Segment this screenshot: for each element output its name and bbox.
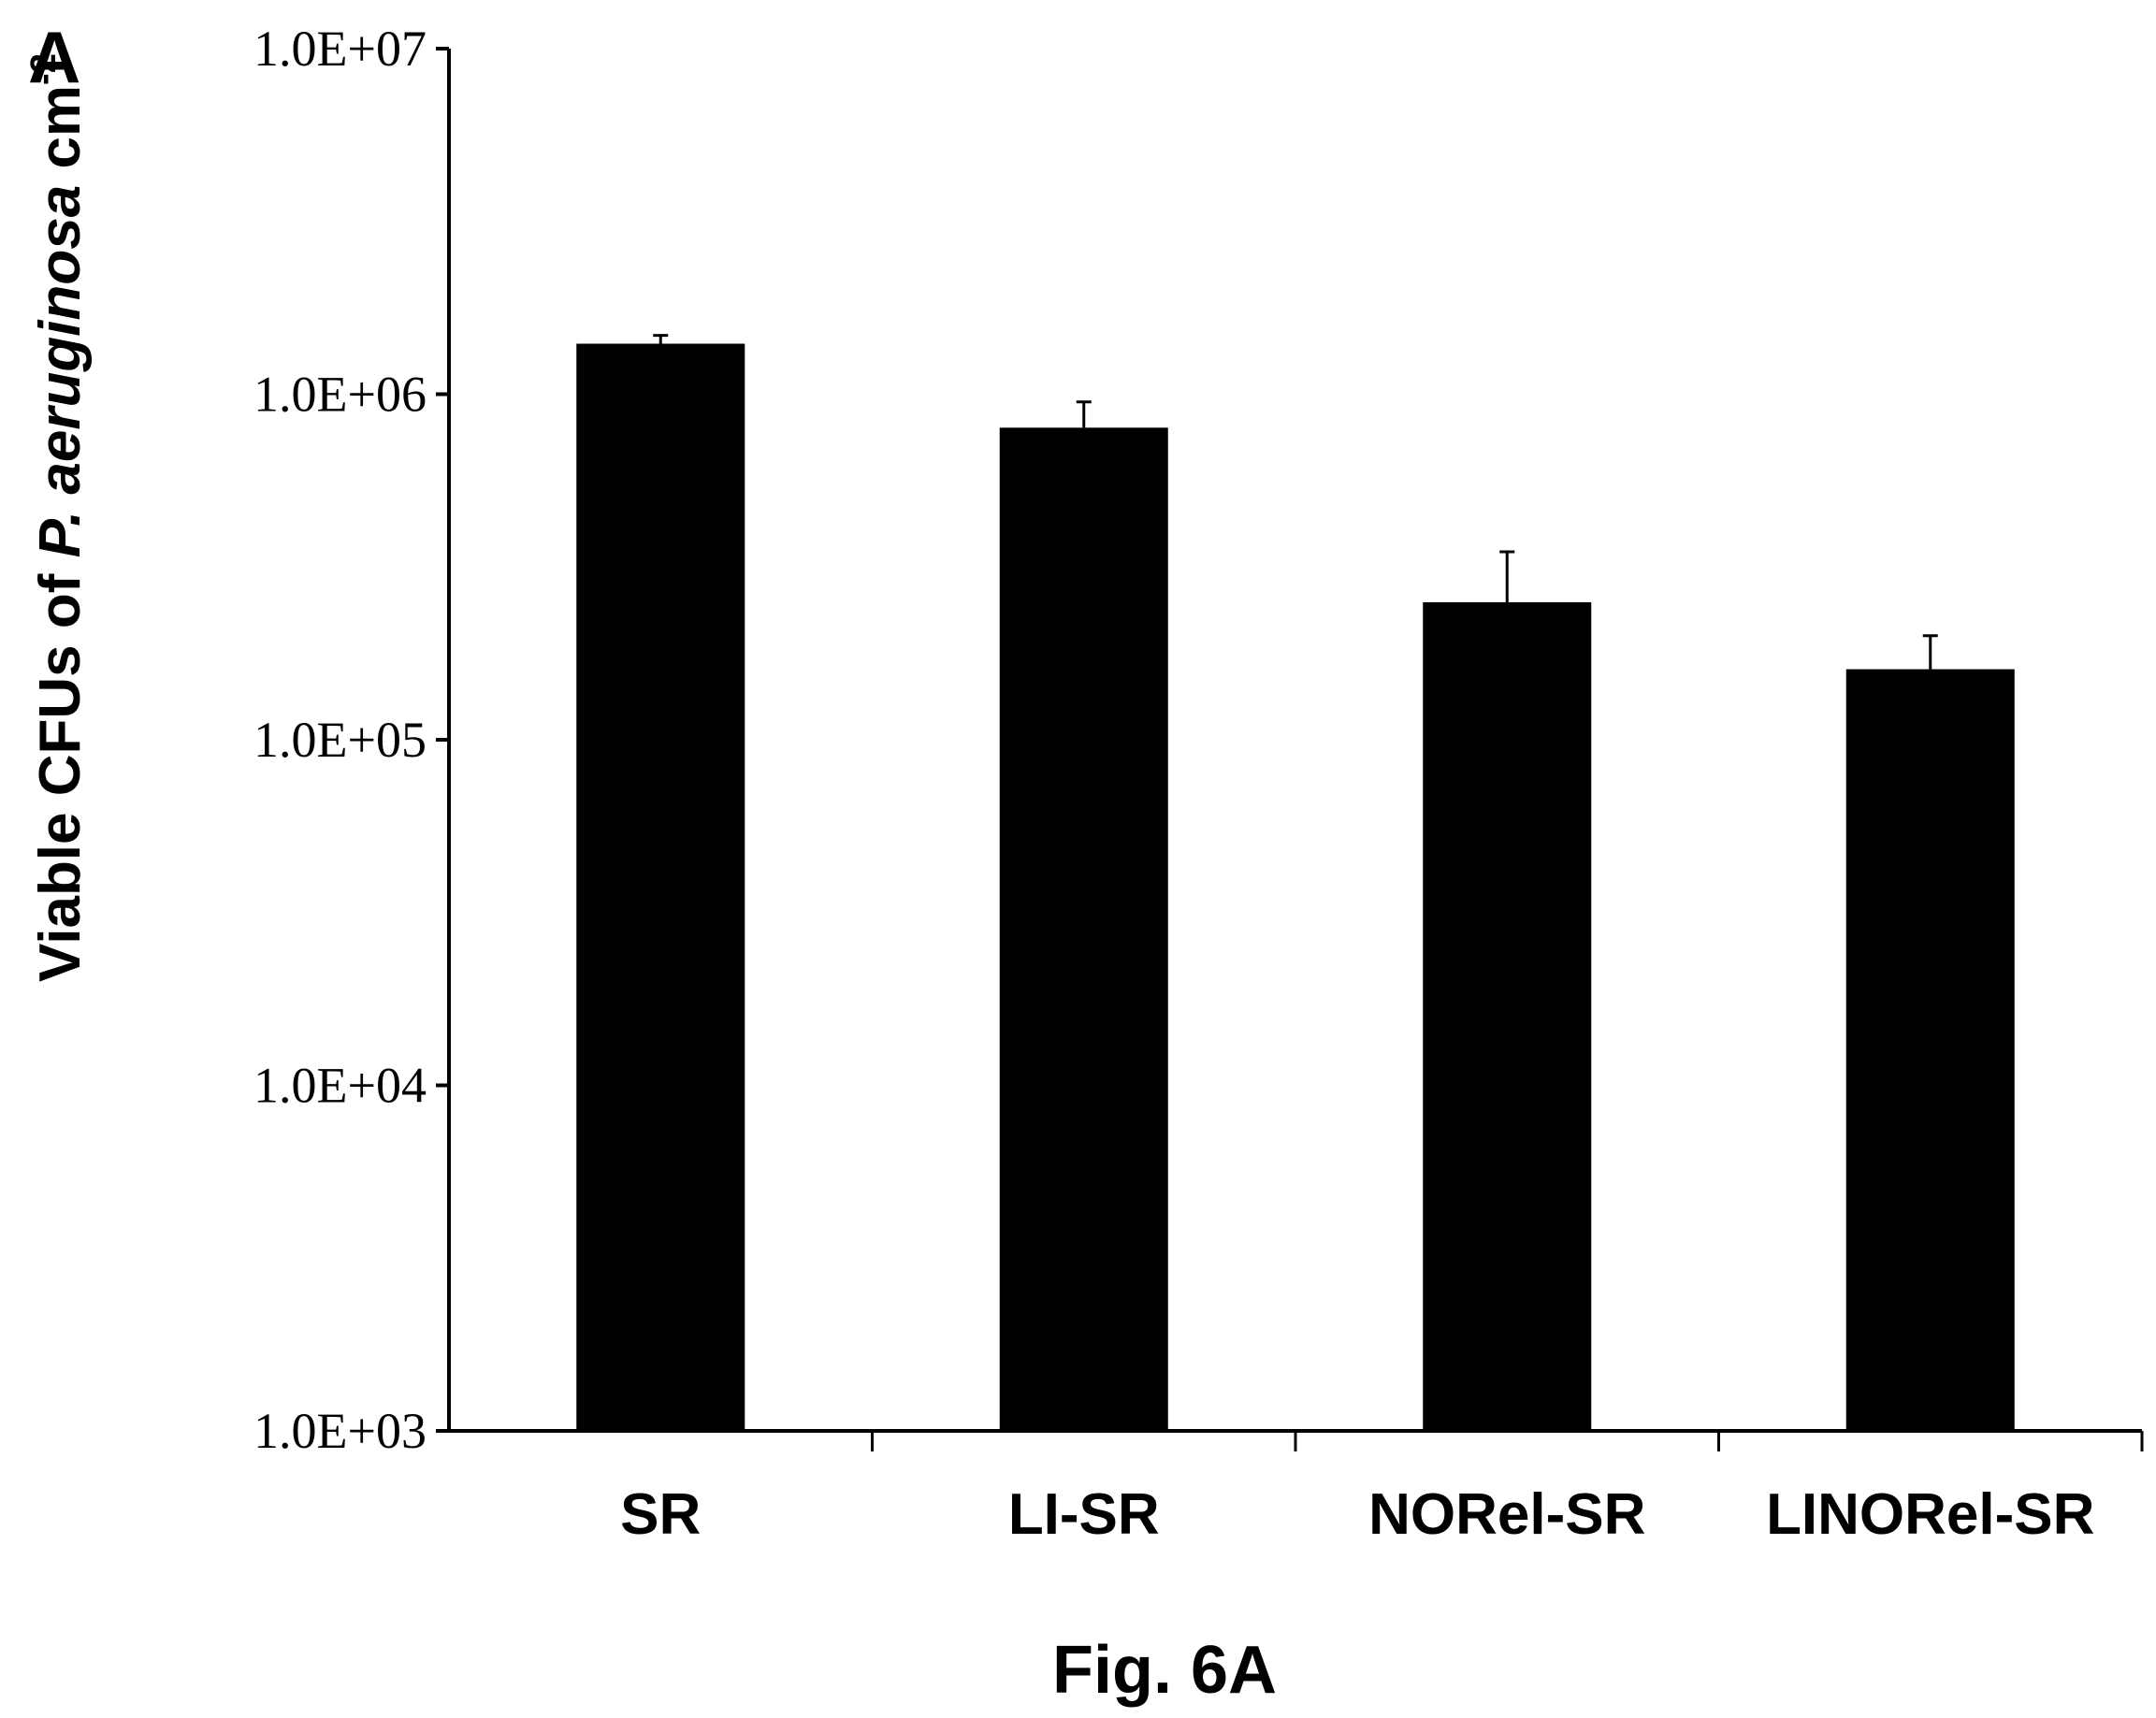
bar-NORel-SR	[1423, 601, 1592, 1431]
y-axis-title-suffix: cm	[28, 85, 93, 185]
x-tick-label: LI-SR	[1008, 1482, 1160, 1547]
y-axis-title-italic: P. aeruginosa	[28, 185, 93, 558]
labels-layer: 1.0E+03 1.0E+04 1.0E+05 1.0E+06 1.0E+07 SR LI-…	[253, 21, 2094, 1547]
bars-layer	[576, 334, 2015, 1432]
y-tick-label: 1.0E+07	[253, 21, 427, 77]
axes-layer	[436, 47, 2144, 1451]
y-tick-label: 1.0E+04	[253, 1058, 427, 1114]
figure-caption: Fig. 6A	[1052, 1633, 1277, 1708]
x-tick-label: NORel-SR	[1368, 1482, 1645, 1547]
x-tick-label: LINORel-SR	[1766, 1482, 2094, 1547]
panel-label: A	[28, 16, 80, 98]
y-axis-title-prefix: Viable CFUs of	[28, 557, 93, 982]
y-tick-label: 1.0E+03	[253, 1403, 427, 1459]
y-axis-title-superscript: -2	[24, 53, 64, 85]
y-tick-label: 1.0E+05	[253, 712, 427, 768]
bar-LINORel-SR	[1845, 669, 2015, 1431]
x-tick-label: SR	[620, 1482, 701, 1547]
y-axis-title: Viable CFUs of P. aeruginosa cm-2	[24, 53, 93, 982]
bar-SR	[576, 343, 745, 1432]
y-tick-label: 1.0E+06	[253, 367, 427, 423]
bar-LI-SR	[999, 427, 1168, 1432]
